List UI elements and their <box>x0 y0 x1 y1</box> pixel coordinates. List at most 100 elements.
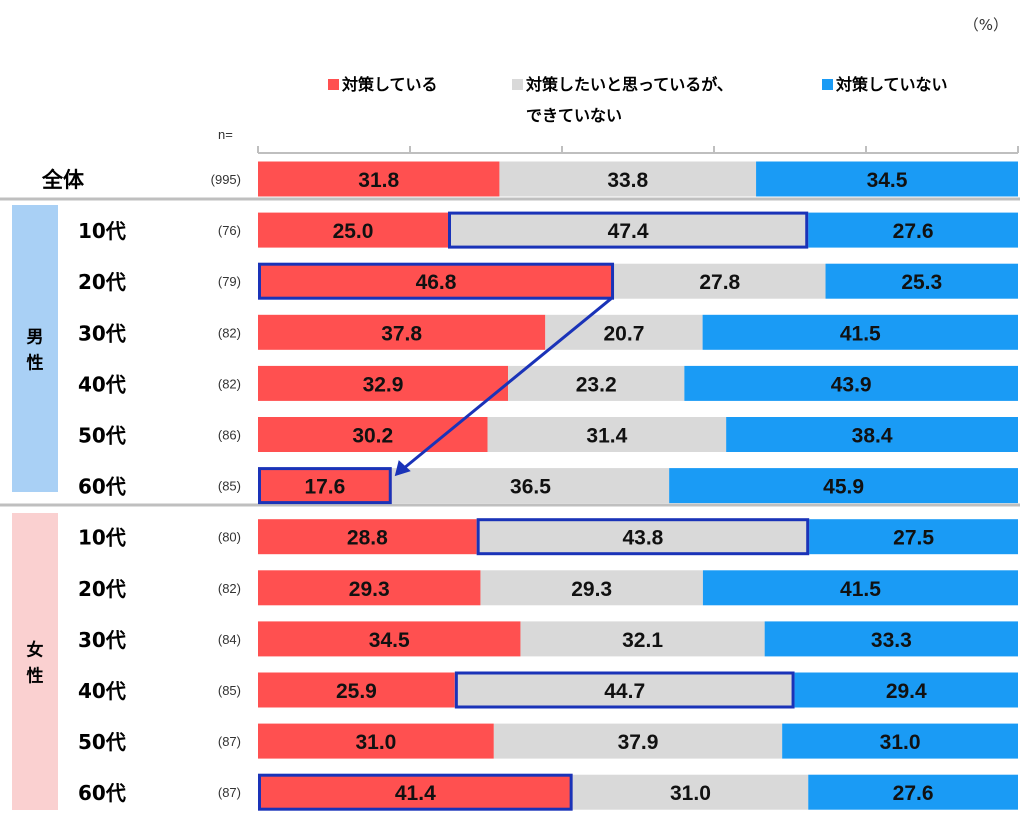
bar-segment <box>493 723 783 759</box>
data-label: 44.7 <box>604 680 645 703</box>
bar-segment <box>448 212 809 248</box>
highlight-box <box>258 773 573 811</box>
data-label: 25.3 <box>901 271 942 294</box>
data-label: 33.3 <box>871 629 912 652</box>
data-label: 37.8 <box>381 322 422 345</box>
bar-segment <box>258 314 546 350</box>
bar-segment <box>258 263 615 299</box>
row-label: 60代 <box>78 475 126 499</box>
bar-segment <box>391 468 670 504</box>
data-label: 33.8 <box>607 169 648 192</box>
data-label: 41.5 <box>840 322 881 345</box>
data-label: 31.8 <box>358 169 399 192</box>
bar-segment <box>258 365 509 401</box>
group-label: 女 <box>27 640 44 661</box>
bar-segment <box>258 519 477 555</box>
bar-segment <box>702 570 1018 606</box>
row-label: 30代 <box>78 628 126 652</box>
row-label: 50代 <box>78 424 126 448</box>
group-label: 性 <box>27 353 44 374</box>
data-label: 17.6 <box>304 476 345 499</box>
data-label: 38.4 <box>852 425 893 448</box>
unit-label: （%） <box>964 16 1008 34</box>
bar-segment <box>520 621 765 657</box>
data-label: 29.3 <box>571 578 612 601</box>
group-label: 性 <box>27 666 44 687</box>
data-label: 31.0 <box>355 731 396 754</box>
data-label: 20.7 <box>604 322 645 345</box>
bar-segment <box>808 774 1018 810</box>
bar-segment <box>480 570 703 606</box>
bar-segment <box>756 161 1018 197</box>
data-label: 29.4 <box>886 680 927 703</box>
legend-label: できていない <box>526 106 622 125</box>
data-label: 25.9 <box>336 680 377 703</box>
data-label: 47.4 <box>608 220 649 243</box>
bar-segment <box>614 263 826 299</box>
data-label: 34.5 <box>369 629 410 652</box>
data-label: 37.9 <box>618 731 659 754</box>
highlight-box <box>258 467 392 505</box>
group-band <box>12 205 58 492</box>
row-n: (995) <box>211 172 241 187</box>
highlight-box <box>258 262 615 300</box>
group-label: 男 <box>27 328 44 348</box>
bar-segment <box>258 161 500 197</box>
row-label: 全体 <box>41 168 85 192</box>
row-n: (84) <box>218 632 241 647</box>
highlight-box <box>476 518 810 556</box>
row-label: 40代 <box>78 679 126 703</box>
data-label: 36.5 <box>510 476 551 499</box>
data-label: 28.8 <box>347 527 388 550</box>
bar-segment <box>258 468 392 504</box>
highlight-box <box>454 671 795 709</box>
data-label: 41.4 <box>395 782 436 805</box>
bar-segment <box>782 723 1018 759</box>
bar-segment <box>684 365 1018 401</box>
data-label: 31.4 <box>586 425 627 448</box>
arrow-head-icon <box>394 460 411 477</box>
group-band <box>12 513 58 810</box>
row-label: 60代 <box>78 781 126 805</box>
data-label: 27.6 <box>893 220 934 243</box>
data-label: 30.2 <box>352 425 393 448</box>
bar-segment <box>454 672 795 708</box>
bar-segment <box>476 519 810 555</box>
data-label: 34.5 <box>867 169 908 192</box>
bar-segment <box>487 417 727 452</box>
row-label: 10代 <box>78 219 126 243</box>
bar-segment <box>808 212 1018 248</box>
bar-segment <box>258 621 521 657</box>
bar-segment <box>499 161 757 197</box>
data-label: 27.6 <box>893 782 934 805</box>
bar-segment <box>572 774 809 810</box>
data-label: 43.8 <box>622 527 663 550</box>
bar-segment <box>726 417 1018 452</box>
data-label: 43.9 <box>831 373 872 396</box>
row-n: (80) <box>218 530 241 545</box>
row-n: (86) <box>218 428 241 443</box>
data-label: 32.1 <box>622 629 663 652</box>
data-label: 27.8 <box>699 271 740 294</box>
data-label: 23.2 <box>576 373 617 396</box>
row-label: 20代 <box>78 577 126 601</box>
legend-label: 対策したいと思っているが、 <box>525 75 733 94</box>
n-label: n= <box>218 127 233 142</box>
arrow-line <box>401 297 612 471</box>
legend-label: 対策している <box>341 75 438 94</box>
data-label: 45.9 <box>823 476 864 499</box>
row-n: (85) <box>218 683 241 698</box>
bar-segment <box>764 621 1018 657</box>
highlight-box <box>448 211 809 249</box>
data-label: 41.5 <box>840 578 881 601</box>
data-label: 32.9 <box>363 373 404 396</box>
bar-segment <box>508 365 685 401</box>
row-n: (87) <box>218 785 241 800</box>
row-n: (79) <box>218 274 241 289</box>
row-n: (76) <box>218 223 241 238</box>
row-label: 40代 <box>78 372 126 396</box>
data-label: 27.5 <box>893 527 934 550</box>
bar-segment <box>809 519 1018 555</box>
data-label: 31.0 <box>670 782 711 805</box>
row-label: 10代 <box>78 526 126 550</box>
